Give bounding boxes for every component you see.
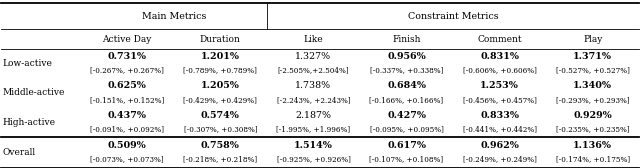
- Text: [-0.235%, +0.235%]: [-0.235%, +0.235%]: [556, 125, 630, 133]
- Text: 0.684%: 0.684%: [387, 81, 426, 90]
- Text: 1.340%: 1.340%: [573, 81, 612, 90]
- Text: [-0.218%, +0.218%]: [-0.218%, +0.218%]: [183, 156, 257, 163]
- Text: 0.956%: 0.956%: [387, 52, 426, 61]
- Text: Play: Play: [583, 35, 602, 44]
- Text: [-0.527%, +0.527%]: [-0.527%, +0.527%]: [556, 67, 630, 74]
- Text: 0.509%: 0.509%: [108, 141, 147, 150]
- Text: 2.187%: 2.187%: [296, 111, 332, 120]
- Text: [-0.267%, +0.267%]: [-0.267%, +0.267%]: [90, 67, 164, 74]
- Text: 1.253%: 1.253%: [480, 81, 519, 90]
- Text: 0.929%: 0.929%: [573, 111, 612, 120]
- Text: [-2.243%, +2.243%]: [-2.243%, +2.243%]: [276, 96, 350, 104]
- Text: 1.136%: 1.136%: [573, 141, 612, 150]
- Text: [-0.293%, +0.293%]: [-0.293%, +0.293%]: [556, 96, 630, 104]
- Text: 0.437%: 0.437%: [108, 111, 147, 120]
- Text: [-0.925%, +0.926%]: [-0.925%, +0.926%]: [276, 156, 350, 163]
- Text: [-0.429%, +0.429%]: [-0.429%, +0.429%]: [184, 96, 257, 104]
- Text: Constraint Metrics: Constraint Metrics: [408, 12, 499, 21]
- Text: Comment: Comment: [477, 35, 522, 44]
- Text: High-active: High-active: [3, 118, 55, 127]
- Text: 1.201%: 1.201%: [201, 52, 240, 61]
- Text: [-2.505%,+2.504%]: [-2.505%,+2.504%]: [278, 67, 349, 74]
- Text: 0.831%: 0.831%: [480, 52, 519, 61]
- Text: Like: Like: [303, 35, 323, 44]
- Text: [-0.337%, +0.338%]: [-0.337%, +0.338%]: [370, 67, 444, 74]
- Text: [-0.166%, +0.166%]: [-0.166%, +0.166%]: [369, 96, 444, 104]
- Text: [-1.995%, +1.996%]: [-1.995%, +1.996%]: [276, 125, 351, 133]
- Text: 0.427%: 0.427%: [387, 111, 426, 120]
- Text: Main Metrics: Main Metrics: [141, 12, 206, 21]
- Text: [-0.073%, +0.073%]: [-0.073%, +0.073%]: [90, 156, 164, 163]
- Text: 0.574%: 0.574%: [201, 111, 240, 120]
- Text: Overall: Overall: [3, 148, 35, 157]
- Text: 0.625%: 0.625%: [108, 81, 147, 90]
- Text: 1.205%: 1.205%: [201, 81, 240, 90]
- Text: [-0.789%, +0.789%]: [-0.789%, +0.789%]: [184, 67, 257, 74]
- Text: 1.327%: 1.327%: [296, 52, 332, 61]
- Text: Duration: Duration: [200, 35, 241, 44]
- Text: 0.731%: 0.731%: [108, 52, 147, 61]
- Text: [-0.151%, +0.152%]: [-0.151%, +0.152%]: [90, 96, 164, 104]
- Text: 0.962%: 0.962%: [480, 141, 519, 150]
- Text: 0.617%: 0.617%: [387, 141, 426, 150]
- Text: [-0.606%, +0.606%]: [-0.606%, +0.606%]: [463, 67, 536, 74]
- Text: 1.371%: 1.371%: [573, 52, 612, 61]
- Text: [-0.091%, +0.092%]: [-0.091%, +0.092%]: [90, 125, 164, 133]
- Text: [-0.174%, +0.175%]: [-0.174%, +0.175%]: [556, 156, 630, 163]
- Text: 1.514%: 1.514%: [294, 141, 333, 150]
- Text: [-0.095%, +0.095%]: [-0.095%, +0.095%]: [370, 125, 444, 133]
- Text: [-0.441%, +0.442%]: [-0.441%, +0.442%]: [463, 125, 537, 133]
- Text: [-0.307%, +0.308%]: [-0.307%, +0.308%]: [184, 125, 257, 133]
- Text: Middle-active: Middle-active: [3, 88, 65, 97]
- Text: 0.758%: 0.758%: [201, 141, 240, 150]
- Text: [-0.249%, +0.249%]: [-0.249%, +0.249%]: [463, 156, 536, 163]
- Text: [-0.107%, +0.108%]: [-0.107%, +0.108%]: [369, 156, 444, 163]
- Text: [-0.456%, +0.457%]: [-0.456%, +0.457%]: [463, 96, 536, 104]
- Text: Active Day: Active Day: [102, 35, 152, 44]
- Text: Low-active: Low-active: [3, 59, 52, 68]
- Text: Finish: Finish: [392, 35, 421, 44]
- Text: 0.833%: 0.833%: [480, 111, 519, 120]
- Text: 1.738%: 1.738%: [296, 81, 332, 90]
